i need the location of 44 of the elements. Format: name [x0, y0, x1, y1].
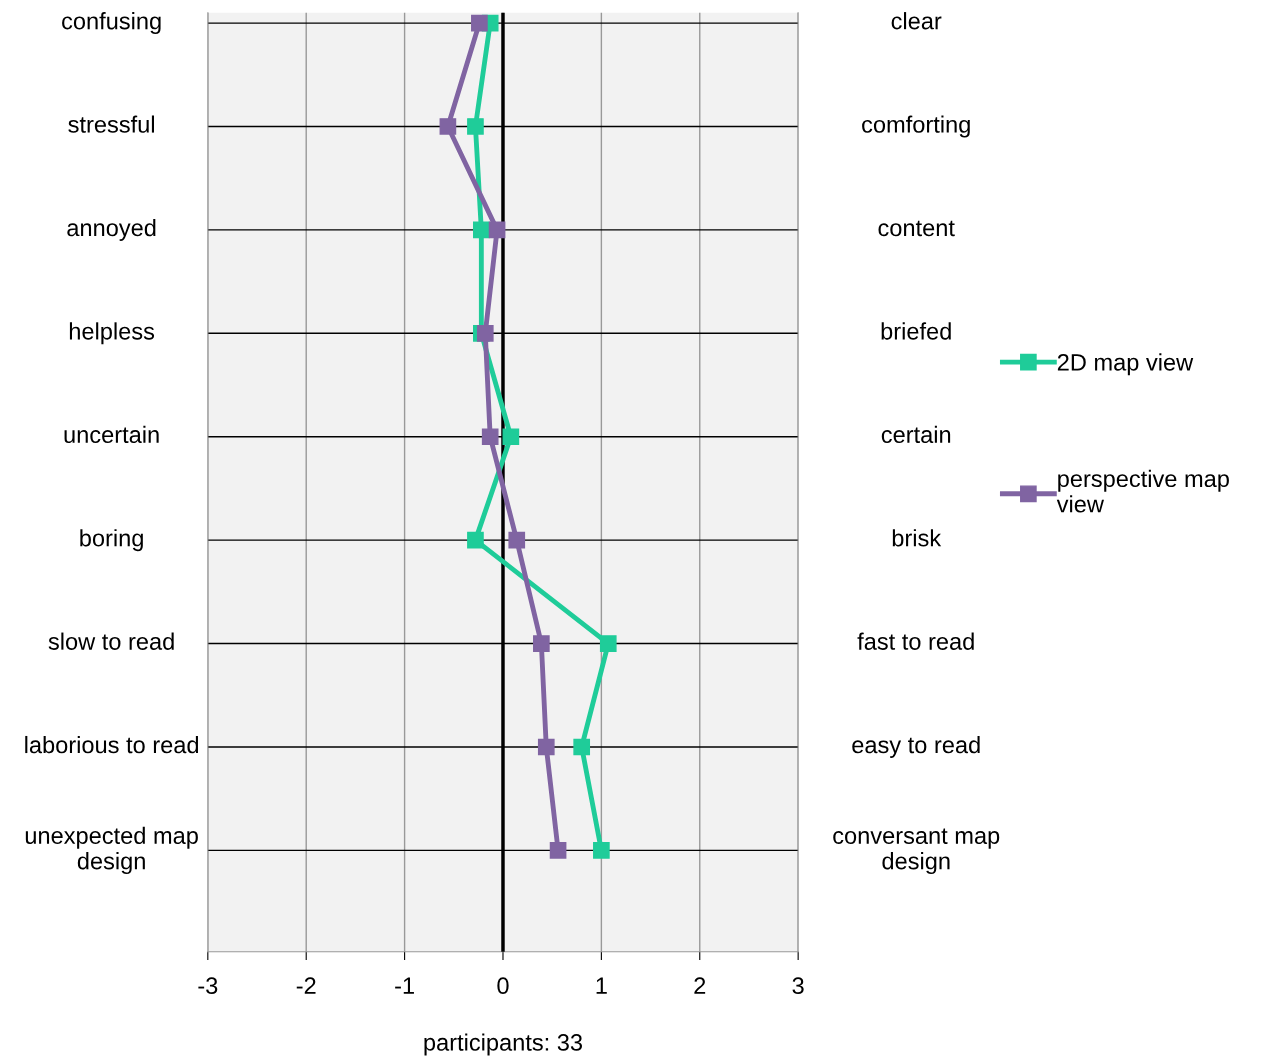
point [508, 531, 526, 549]
x-tick-label: -3 [198, 977, 218, 995]
point [537, 738, 555, 756]
point [593, 842, 610, 859]
point [471, 14, 488, 32]
point [488, 221, 506, 239]
y-tick-label: helpless [69, 322, 155, 345]
y-tick-label: laborious to read [25, 735, 199, 754]
point [533, 635, 550, 652]
y-tick-label: boring [80, 529, 143, 552]
y-tick-label: annoyed [67, 218, 156, 241]
point [467, 531, 484, 549]
x-tick-label: 1 [596, 977, 607, 994]
y2-tick-label: certain [881, 425, 951, 444]
legend-label: 2D map view [1057, 353, 1194, 376]
y2-tick-label: conversant map design [833, 828, 1000, 875]
x-tick-label: -1 [395, 977, 414, 994]
y2-tick-label: fast to read [857, 632, 974, 650]
y-tick-label: unexpected map design [25, 826, 198, 875]
point [481, 428, 499, 446]
y2-tick-label: comforting [862, 115, 970, 138]
y2-tick-label: content [878, 220, 955, 237]
x-tick-label: 2 [694, 977, 706, 994]
point [467, 118, 484, 135]
y2-tick-label: briefed [881, 322, 951, 340]
point [549, 842, 567, 859]
x-tick-label: -2 [296, 977, 316, 994]
point [476, 324, 494, 342]
point [502, 428, 520, 446]
legend-label: perspective map view [1056, 469, 1229, 513]
x-axis-title: participants: 33 [424, 1033, 583, 1056]
y-tick-label: uncertain [64, 425, 159, 444]
point [573, 738, 591, 756]
x-tick-label: 0 [497, 977, 509, 995]
point [473, 221, 490, 239]
y2-tick-label: easy to read [852, 735, 980, 758]
point [439, 118, 457, 135]
y-tick-label: confusing [62, 12, 161, 35]
y2-tick-label: clear [891, 12, 942, 30]
y-tick-label: stressful [68, 115, 154, 133]
point [599, 635, 617, 652]
y2-tick-label: brisk [892, 529, 942, 547]
y-tick-label: slow to read [48, 632, 174, 650]
x-tick-label: 3 [792, 977, 804, 995]
